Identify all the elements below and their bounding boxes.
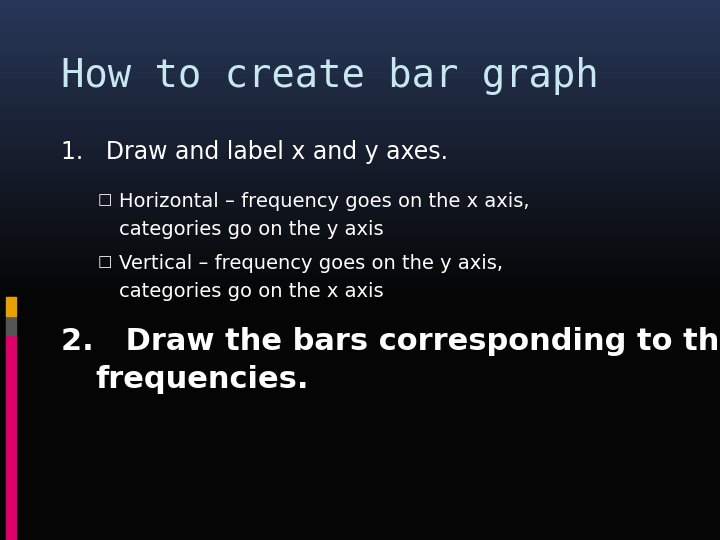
Text: 1.   Draw and label x and y axes.: 1. Draw and label x and y axes. bbox=[61, 140, 448, 164]
Bar bbox=[6, 335, 16, 540]
Bar bbox=[6, 316, 16, 335]
Text: frequencies.: frequencies. bbox=[96, 364, 310, 394]
Text: 2.   Draw the bars corresponding to the: 2. Draw the bars corresponding to the bbox=[61, 327, 720, 356]
Text: categories go on the x axis: categories go on the x axis bbox=[119, 282, 384, 301]
Text: Horizontal – frequency goes on the x axis,: Horizontal – frequency goes on the x axi… bbox=[119, 192, 529, 211]
Text: □: □ bbox=[97, 254, 112, 269]
Text: How to create bar graph: How to create bar graph bbox=[61, 57, 599, 94]
Bar bbox=[6, 297, 16, 316]
Text: □: □ bbox=[97, 192, 112, 207]
Text: categories go on the y axis: categories go on the y axis bbox=[119, 220, 384, 239]
Text: Vertical – frequency goes on the y axis,: Vertical – frequency goes on the y axis, bbox=[119, 254, 503, 273]
